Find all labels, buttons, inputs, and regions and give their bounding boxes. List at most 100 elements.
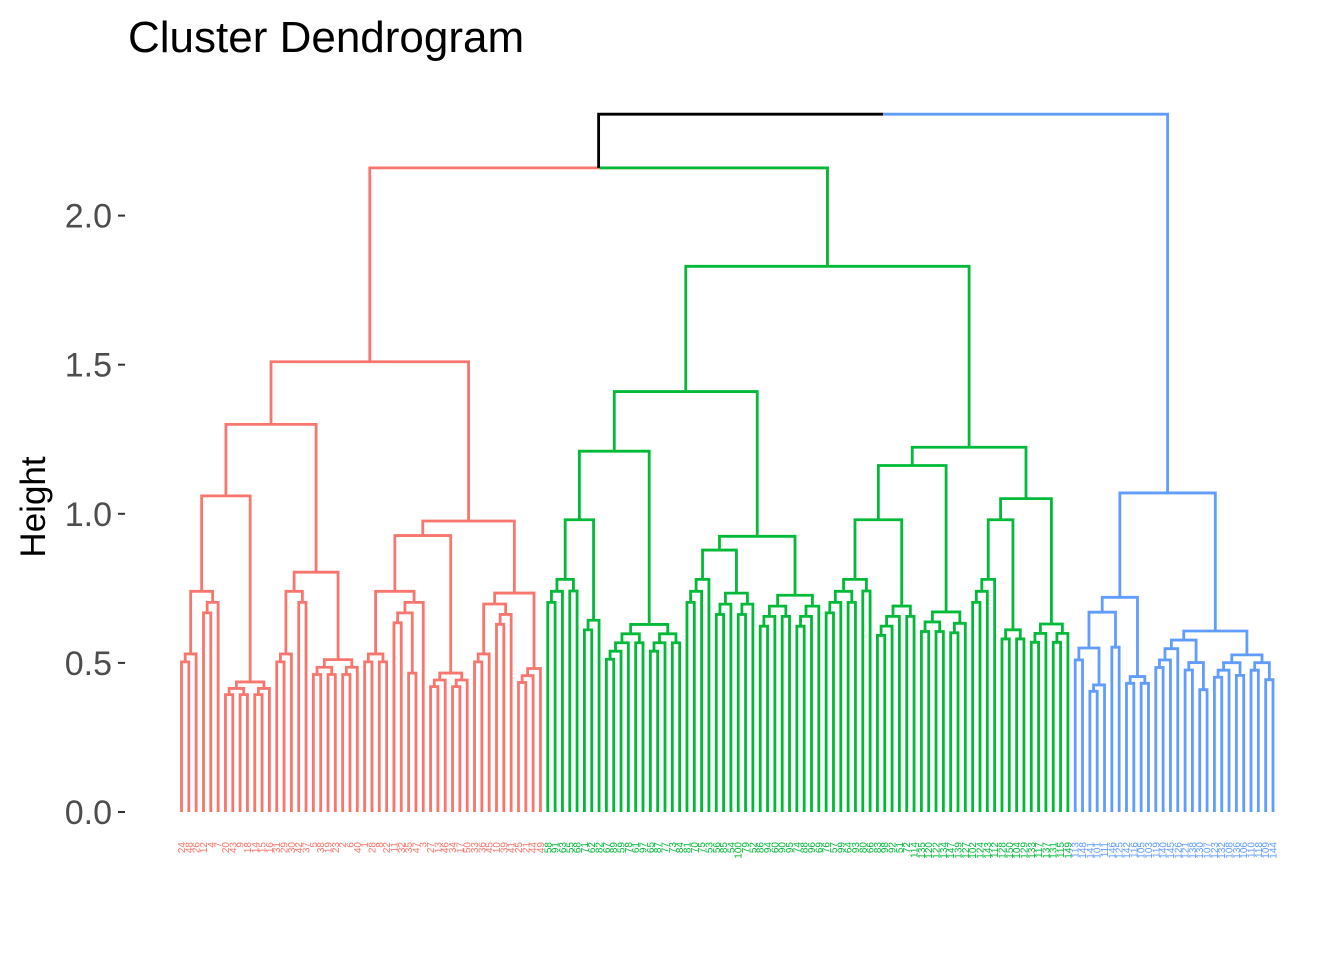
dendrogram-branch-red <box>258 688 269 812</box>
dendrogram-branch-green <box>907 616 914 812</box>
dendrogram-branch-red <box>277 662 284 812</box>
y-tick-label: 1.0 <box>65 496 112 534</box>
dendrogram-branch-red <box>478 654 489 812</box>
dendrogram-branch-green <box>606 659 613 812</box>
dendrogram-branch-green <box>826 613 833 812</box>
dendrogram-branch-red <box>207 602 218 812</box>
dendrogram-branch-green <box>584 630 591 812</box>
dendrogram-branch-green <box>588 620 599 812</box>
dendrogram-branch-green <box>631 624 668 633</box>
dendrogram-branch-red <box>453 687 460 812</box>
dendrogram-branch-green <box>801 616 812 812</box>
dendrogram-branch-green <box>881 626 892 812</box>
dendrogram-branch-red <box>299 602 306 812</box>
dendrogram-branch-green <box>1040 624 1062 633</box>
dendrogram-branch-green <box>687 602 694 812</box>
dendrogram-branch-red <box>394 623 401 812</box>
dendrogram-branch-red <box>225 695 232 812</box>
dendrogram-branch-blue <box>1185 670 1192 812</box>
dendrogram-branch-red <box>379 662 386 812</box>
dendrogram-branch-blue <box>1214 677 1221 812</box>
chart-title: Cluster Dendrogram <box>128 13 524 62</box>
dendrogram-branch-blue <box>1141 683 1148 812</box>
dendrogram-branch-red <box>185 654 196 812</box>
dendrogram-branch-red <box>294 572 338 659</box>
dendrogram-branch-blue <box>1090 691 1097 812</box>
dendrogram-tree <box>182 114 1274 812</box>
dendrogram-branch-red <box>456 680 467 812</box>
dendrogram-branch-green <box>548 602 555 812</box>
dendrogram-branch-green <box>672 643 679 812</box>
dendrogram-branch-red <box>346 667 357 812</box>
dendrogram-branch-green <box>863 591 870 812</box>
dendrogram-branch-green <box>893 606 910 616</box>
dendrogram-branch-red <box>496 624 503 812</box>
dendrogram-branch-green <box>1053 642 1060 812</box>
dendrogram-branch-green <box>912 447 1026 498</box>
y-axis-title: Height <box>14 456 53 557</box>
dendrogram-branch-red <box>182 662 189 812</box>
dendrogram-branch-blue <box>1159 660 1170 812</box>
dendrogram-branch-blue <box>1094 685 1105 812</box>
dendrogram-branch-green <box>686 266 969 447</box>
dendrogram-branch-red <box>518 682 525 812</box>
dendrogram-branch-green <box>954 623 965 812</box>
dendrogram-branch-green <box>921 631 928 812</box>
dendrogram-branch-red <box>522 676 533 812</box>
dendrogram-branch-green <box>1035 633 1046 812</box>
dendrogram-branch-blue <box>1171 640 1196 662</box>
dendrogram-root-branch <box>599 114 883 168</box>
y-axis: 0.0 0.5 1.0 1.5 2.0 <box>65 198 125 832</box>
dendrogram-branch-green <box>760 626 767 812</box>
dendrogram-branch-red <box>271 362 469 521</box>
dendrogram-branch-green <box>691 591 702 812</box>
dendrogram-branch-green <box>782 616 789 812</box>
dendrogram-branch-red <box>431 687 438 812</box>
y-tick-label: 1.5 <box>65 347 112 385</box>
dendrogram-branch-green <box>614 392 757 537</box>
dendrogram-branch-red <box>500 614 511 812</box>
dendrogram-branch-green <box>973 602 980 812</box>
dendrogram-branch-green <box>551 591 562 812</box>
dendrogram-branch-green <box>878 466 946 612</box>
dendrogram-branch-green <box>650 651 657 812</box>
dendrogram-branch-blue <box>1251 670 1258 812</box>
dendrogram-branch-red <box>328 674 335 812</box>
dendrogram-branch-blue <box>1089 612 1116 648</box>
dendrogram-branch-red <box>475 662 482 812</box>
dendrogram-branch-blue <box>1189 663 1204 690</box>
dendrogram-branch-green <box>654 643 665 812</box>
dendrogram-branch-red <box>434 680 445 812</box>
leaf-label: 144 <box>1269 842 1280 859</box>
leaf-labels: 2448261247204391814151631293042375381923… <box>177 842 1280 859</box>
dendrogram-branch-green <box>936 631 943 812</box>
dendrogram-branch-blue <box>1120 493 1215 631</box>
dendrogram-branch-green <box>600 168 828 266</box>
dendrogram-branch-blue <box>1112 647 1119 812</box>
dendrogram-branch-green <box>579 451 649 624</box>
dendrogram-branch-red <box>240 695 247 812</box>
dendrogram-branch-blue <box>1126 683 1133 812</box>
dendrogram-branch-green <box>725 593 747 604</box>
dendrogram-branch-blue <box>1218 670 1229 812</box>
dendrogram-branch-blue <box>1236 675 1243 812</box>
dendrogram-branch-green <box>797 626 804 812</box>
dendrogram-branch-red <box>365 662 372 812</box>
dendrogram-branch-green <box>1002 639 1009 812</box>
dendrogram-branch-green <box>570 591 577 812</box>
dendrogram-branch-red <box>423 521 515 593</box>
dendrogram-branch-green <box>988 520 1013 630</box>
dendrogram-branch-green <box>925 622 940 632</box>
dendrogram-branch-green <box>636 643 643 812</box>
dendrogram-branch-green <box>877 635 884 812</box>
dendrogram-branch-green <box>1001 499 1052 624</box>
dendrogram-branch-green <box>716 614 723 812</box>
dendrogram-branch-green <box>738 614 745 812</box>
y-tick-label: 0.5 <box>65 645 112 683</box>
dendrogram-branch-green <box>764 616 775 812</box>
dendrogram-branch-red <box>370 168 828 362</box>
y-tick-label: 2.0 <box>65 198 112 236</box>
dendrogram-branch-red <box>484 604 506 654</box>
y-tick-label: 0.0 <box>65 794 112 832</box>
